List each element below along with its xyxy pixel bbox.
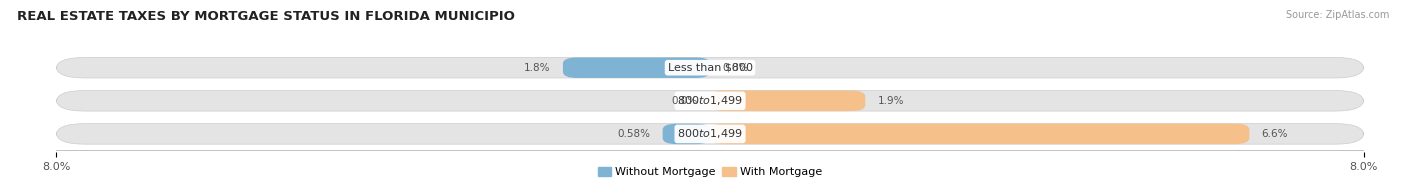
FancyBboxPatch shape — [56, 124, 1364, 144]
FancyBboxPatch shape — [710, 90, 865, 111]
Text: 6.6%: 6.6% — [1261, 129, 1288, 139]
Text: 0.58%: 0.58% — [617, 129, 651, 139]
FancyBboxPatch shape — [56, 58, 1364, 78]
Text: 0.0%: 0.0% — [723, 63, 748, 73]
Text: REAL ESTATE TAXES BY MORTGAGE STATUS IN FLORIDA MUNICIPIO: REAL ESTATE TAXES BY MORTGAGE STATUS IN … — [17, 10, 515, 23]
FancyBboxPatch shape — [562, 58, 710, 78]
Text: $800 to $1,499: $800 to $1,499 — [678, 127, 742, 140]
FancyBboxPatch shape — [662, 124, 710, 144]
Text: Less than $800: Less than $800 — [668, 63, 752, 73]
Text: 1.9%: 1.9% — [877, 96, 904, 106]
FancyBboxPatch shape — [56, 90, 1364, 111]
Legend: Without Mortgage, With Mortgage: Without Mortgage, With Mortgage — [593, 162, 827, 182]
Text: 0.0%: 0.0% — [672, 96, 697, 106]
Text: $800 to $1,499: $800 to $1,499 — [678, 94, 742, 107]
Text: Source: ZipAtlas.com: Source: ZipAtlas.com — [1285, 10, 1389, 20]
Text: 1.8%: 1.8% — [524, 63, 551, 73]
FancyBboxPatch shape — [710, 124, 1250, 144]
